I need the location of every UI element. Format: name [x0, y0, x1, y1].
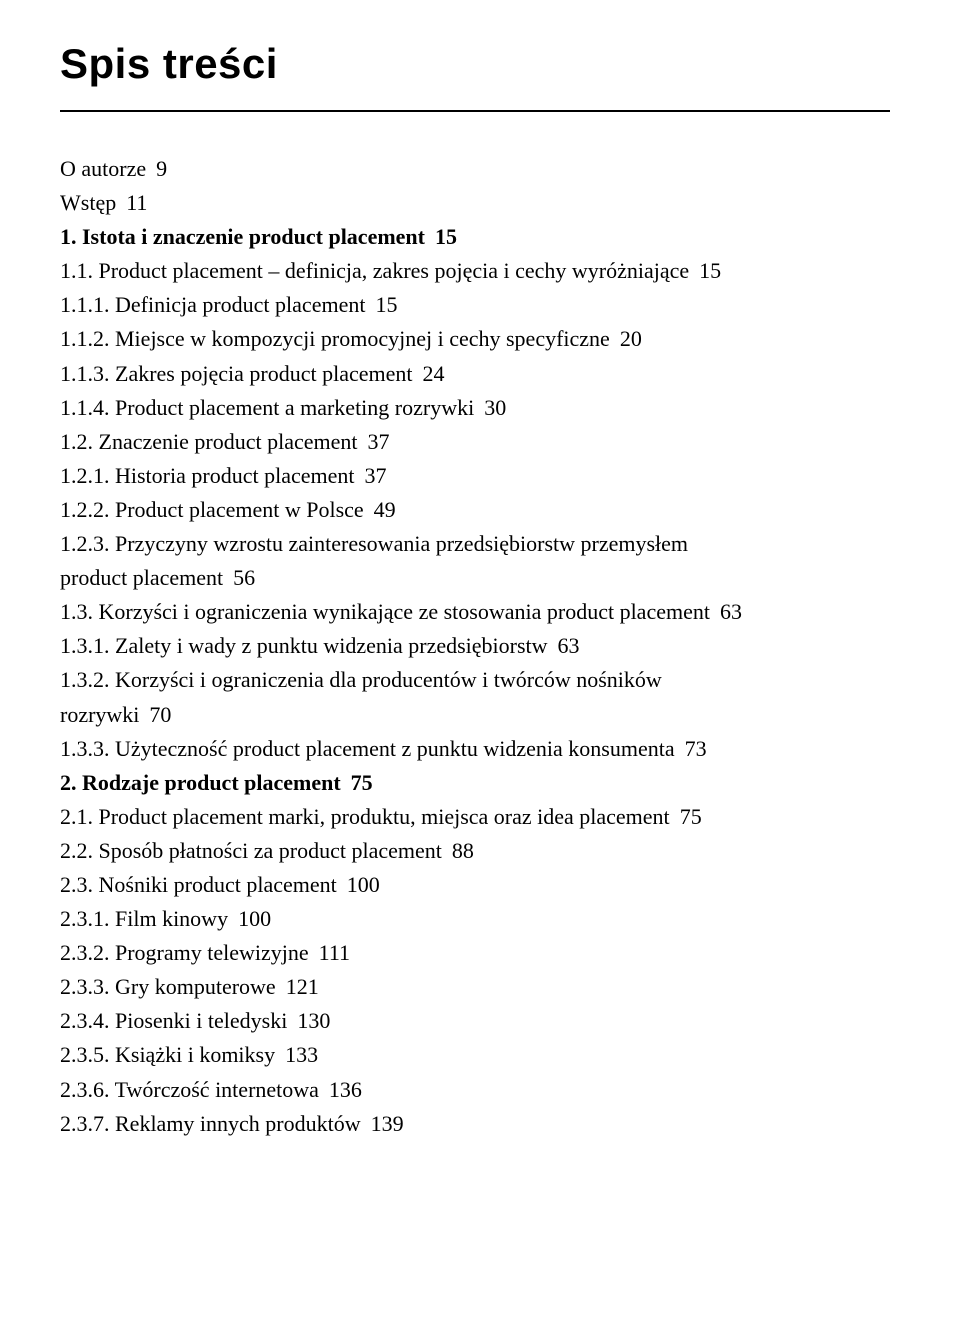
- toc-entry: 1.3.3. Użyteczność product placement z p…: [60, 732, 890, 766]
- toc-entry-text: 2.3.3. Gry komputerowe: [60, 974, 276, 999]
- toc-entry-page: 9: [156, 156, 167, 181]
- toc-entry-page: 15: [375, 292, 397, 317]
- toc-entry-page: 75: [351, 770, 373, 795]
- toc-entry: 2. Rodzaje product placement 75: [60, 766, 890, 800]
- toc-entry-text: O autorze: [60, 156, 146, 181]
- toc-entry-text: 2. Rodzaje product placement: [60, 770, 341, 795]
- toc-entry-text: 2.3. Nośniki product placement: [60, 872, 337, 897]
- toc-entry: 1.3. Korzyści i ograniczenia wynikające …: [60, 595, 890, 629]
- toc-entry-page: 30: [484, 395, 506, 420]
- toc-entry-page: 37: [364, 463, 386, 488]
- toc-entry-text: 1.1.3. Zakres pojęcia product placement: [60, 361, 412, 386]
- table-of-contents: O autorze 9 Wstęp 11 1. Istota i znaczenie p…: [60, 152, 890, 1141]
- toc-entry-text: rozrywki: [60, 702, 139, 727]
- toc-entry-page: 100: [238, 906, 271, 931]
- toc-entry-page: 133: [285, 1042, 318, 1067]
- toc-entry: 1.2.2. Product placement w Polsce 49: [60, 493, 890, 527]
- toc-entry: 2.3.2. Programy telewizyjne 111: [60, 936, 890, 970]
- toc-entry-text: 1.1.2. Miejsce w kompozycji promocyjnej …: [60, 326, 610, 351]
- toc-entry-text: 2.1. Product placement marki, produktu, …: [60, 804, 670, 829]
- toc-entry-page: 37: [367, 429, 389, 454]
- page-title: Spis treści: [60, 40, 890, 88]
- toc-entry-page: 73: [685, 736, 707, 761]
- toc-entry-page: 15: [699, 258, 721, 283]
- toc-entry-text: 2.3.6. Twórczość internetowa: [60, 1077, 319, 1102]
- toc-entry-text: 1.1. Product placement – definicja, zakr…: [60, 258, 689, 283]
- toc-entry-text: 1.3. Korzyści i ograniczenia wynikające …: [60, 599, 710, 624]
- toc-entry-text: 1.2.1. Historia product placement: [60, 463, 354, 488]
- toc-entry-page: 70: [149, 702, 171, 727]
- toc-entry: rozrywki 70: [60, 698, 890, 732]
- toc-entry-page: 24: [422, 361, 444, 386]
- toc-entry-page: 75: [680, 804, 702, 829]
- toc-entry: 1.2.3. Przyczyny wzrostu zainteresowania…: [60, 527, 890, 561]
- toc-entry-page: 11: [126, 190, 147, 215]
- toc-entry-text: 1.1.4. Product placement a marketing roz…: [60, 395, 474, 420]
- page: Spis treści O autorze 9 Wstęp 11 1. Istota i…: [0, 0, 960, 1320]
- toc-entry-page: 100: [347, 872, 380, 897]
- toc-entry: 2.3. Nośniki product placement 100: [60, 868, 890, 902]
- toc-entry-text: 2.3.1. Film kinowy: [60, 906, 228, 931]
- toc-entry-text: 1.1.1. Definicja product placement: [60, 292, 365, 317]
- toc-entry: 1.1.3. Zakres pojęcia product placement 2…: [60, 357, 890, 391]
- title-rule: [60, 110, 890, 112]
- toc-entry: 2.3.3. Gry komputerowe 121: [60, 970, 890, 1004]
- toc-entry-text: 1.2.3. Przyczyny wzrostu zainteresowania…: [60, 531, 688, 556]
- toc-entry-page: 49: [374, 497, 396, 522]
- toc-entry-page: 20: [620, 326, 642, 351]
- toc-entry-text: product placement: [60, 565, 223, 590]
- toc-entry: O autorze 9: [60, 152, 890, 186]
- toc-entry-page: 88: [452, 838, 474, 863]
- toc-entry-text: 1.2. Znaczenie product placement: [60, 429, 357, 454]
- toc-entry: 1. Istota i znaczenie product placement 1…: [60, 220, 890, 254]
- toc-entry-text: 1.3.2. Korzyści i ograniczenia dla produ…: [60, 667, 662, 692]
- toc-entry-text: 2.3.4. Piosenki i teledyski: [60, 1008, 287, 1033]
- toc-entry: 1.1.2. Miejsce w kompozycji promocyjnej …: [60, 322, 890, 356]
- toc-entry: Wstęp 11: [60, 186, 890, 220]
- toc-entry: 2.3.5. Książki i komiksy 133: [60, 1038, 890, 1072]
- toc-entry: 2.2. Sposób płatności za product placeme…: [60, 834, 890, 868]
- toc-entry: 1.3.2. Korzyści i ograniczenia dla produ…: [60, 663, 890, 697]
- toc-entry: 2.3.1. Film kinowy 100: [60, 902, 890, 936]
- toc-entry-page: 111: [319, 940, 350, 965]
- toc-entry-page: 56: [233, 565, 255, 590]
- toc-entry-text: 1.3.1. Zalety i wady z punktu widzenia p…: [60, 633, 548, 658]
- toc-entry-page: 63: [558, 633, 580, 658]
- toc-entry: 2.3.4. Piosenki i teledyski 130: [60, 1004, 890, 1038]
- toc-entry-page: 139: [371, 1111, 404, 1136]
- toc-entry-page: 63: [720, 599, 742, 624]
- toc-entry: 1.3.1. Zalety i wady z punktu widzenia p…: [60, 629, 890, 663]
- toc-entry-text: Wstęp: [60, 190, 116, 215]
- toc-entry-text: 1. Istota i znaczenie product placement: [60, 224, 425, 249]
- toc-entry-text: 2.3.2. Programy telewizyjne: [60, 940, 309, 965]
- toc-entry: 2.1. Product placement marki, produktu, …: [60, 800, 890, 834]
- toc-entry-page: 15: [435, 224, 457, 249]
- toc-entry: 2.3.6. Twórczość internetowa 136: [60, 1073, 890, 1107]
- toc-entry-text: 1.2.2. Product placement w Polsce: [60, 497, 364, 522]
- toc-entry-page: 136: [329, 1077, 362, 1102]
- toc-entry: 1.1.1. Definicja product placement 15: [60, 288, 890, 322]
- toc-entry: 1.2. Znaczenie product placement 37: [60, 425, 890, 459]
- toc-entry: 1.2.1. Historia product placement 37: [60, 459, 890, 493]
- toc-entry-page: 130: [297, 1008, 330, 1033]
- toc-entry-page: 121: [286, 974, 319, 999]
- toc-entry-text: 1.3.3. Użyteczność product placement z p…: [60, 736, 675, 761]
- toc-entry-text: 2.3.7. Reklamy innych produktów: [60, 1111, 361, 1136]
- toc-entry: 1.1.4. Product placement a marketing roz…: [60, 391, 890, 425]
- toc-entry: product placement 56: [60, 561, 890, 595]
- toc-entry-text: 2.2. Sposób płatności za product placeme…: [60, 838, 442, 863]
- toc-entry: 2.3.7. Reklamy innych produktów 139: [60, 1107, 890, 1141]
- toc-entry: 1.1. Product placement – definicja, zakr…: [60, 254, 890, 288]
- toc-entry-text: 2.3.5. Książki i komiksy: [60, 1042, 275, 1067]
